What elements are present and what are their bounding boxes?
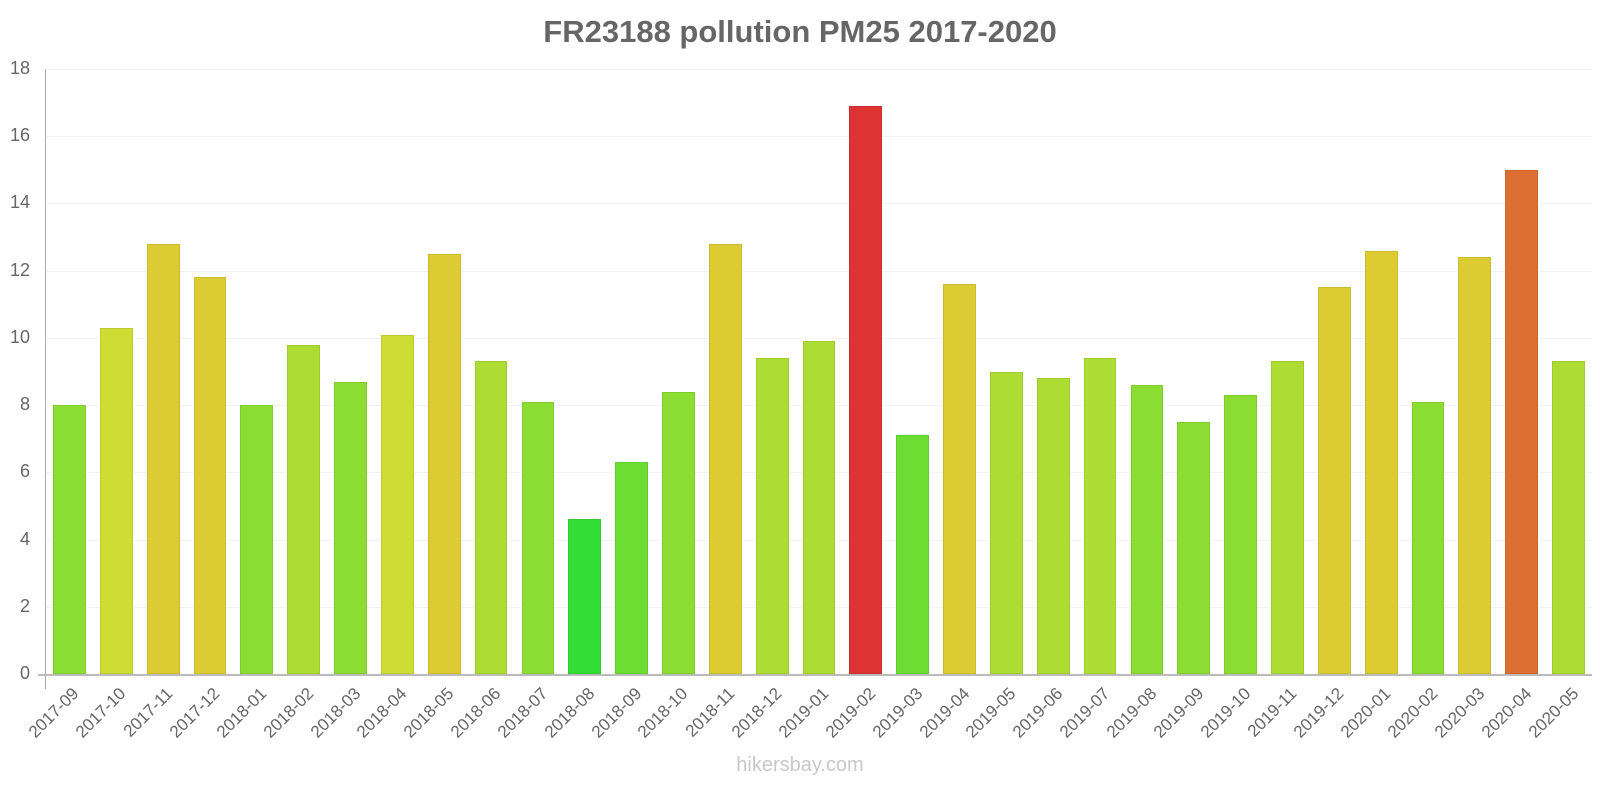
- bar-2018-07[interactable]: [521, 401, 555, 674]
- bar-2020-01[interactable]: [1364, 250, 1398, 674]
- bar-2018-06[interactable]: [474, 361, 508, 674]
- watermark: hikersbay.com: [736, 754, 864, 776]
- y-tick-label: 8: [19, 394, 30, 415]
- bar-2018-03[interactable]: [334, 381, 367, 674]
- bar-2020-02[interactable]: [1411, 401, 1445, 674]
- bar-2019-06[interactable]: [1036, 378, 1070, 674]
- x-axis-line: [38, 674, 1592, 676]
- bar-2018-12[interactable]: [755, 358, 789, 674]
- bar-2018-04[interactable]: [380, 334, 414, 674]
- y-tick-label: 0: [19, 663, 30, 683]
- bar-2019-08[interactable]: [1130, 384, 1164, 674]
- bar-2020-05[interactable]: [1552, 361, 1585, 674]
- bar-2017-11[interactable]: [146, 243, 180, 674]
- y-tick-label: 12: [9, 259, 30, 280]
- y-tick-label: 4: [19, 528, 30, 549]
- chart-title: FR23188 pollution PM25 2017-2020: [543, 14, 1057, 49]
- bar-2019-02[interactable]: [849, 105, 883, 674]
- gridline: [46, 270, 1592, 272]
- y-tick-label: 2: [19, 595, 30, 616]
- y-tick-label: 16: [9, 125, 30, 146]
- y-tick-label: 10: [9, 326, 30, 347]
- bar-2019-01[interactable]: [802, 341, 836, 674]
- bar-2017-12[interactable]: [193, 277, 227, 674]
- bar-2019-10[interactable]: [1224, 395, 1258, 674]
- bar-2019-05[interactable]: [989, 371, 1023, 674]
- bar-2018-08[interactable]: [568, 519, 602, 674]
- y-tick-label: 6: [19, 461, 30, 482]
- bar-2018-01[interactable]: [240, 405, 274, 674]
- gridline: [46, 337, 1592, 339]
- bar-2017-09[interactable]: [53, 405, 86, 674]
- bar-2018-05[interactable]: [427, 253, 461, 674]
- bar-2018-10[interactable]: [662, 391, 695, 674]
- gridline: [46, 69, 1592, 70]
- bar-2018-11[interactable]: [708, 243, 742, 674]
- bar-2019-09[interactable]: [1177, 421, 1211, 674]
- plot-area: [46, 69, 1592, 675]
- bar-2020-04[interactable]: [1505, 169, 1539, 674]
- gridline: [46, 136, 1592, 138]
- bar-2020-03[interactable]: [1458, 257, 1492, 674]
- bar-2018-02[interactable]: [287, 344, 321, 674]
- bar-2019-03[interactable]: [896, 435, 930, 674]
- bar-2017-10[interactable]: [99, 327, 133, 674]
- gridline: [46, 203, 1592, 205]
- bar-2019-04[interactable]: [943, 284, 976, 674]
- bar-2019-11[interactable]: [1271, 361, 1304, 674]
- y-axis-line: [45, 69, 46, 689]
- y-tick-label: 14: [9, 192, 30, 213]
- bar-2018-09[interactable]: [615, 462, 648, 674]
- bar-2019-07[interactable]: [1083, 358, 1117, 674]
- bar-2019-12[interactable]: [1317, 287, 1351, 674]
- y-tick-label: 18: [9, 58, 30, 78]
